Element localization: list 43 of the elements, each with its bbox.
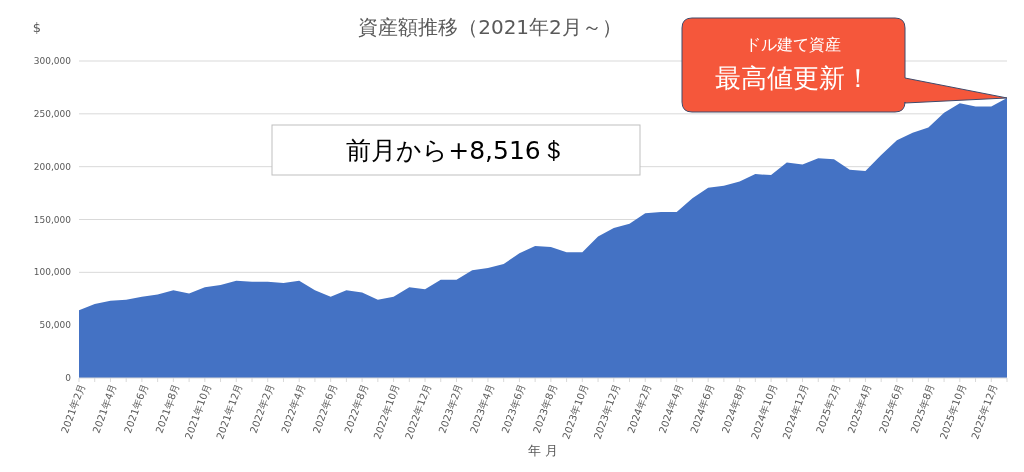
x-tick-label: 2025年12月 <box>969 382 1000 441</box>
y-axis-title: $ <box>32 20 42 35</box>
x-tick-label: 2025年8月 <box>908 382 937 435</box>
x-tick-label: 2023年4月 <box>468 382 497 435</box>
x-tick-label: 2025年4月 <box>845 382 874 435</box>
y-tick-label: 250,000 <box>33 108 72 119</box>
x-tick-label: 2025年6月 <box>877 382 906 435</box>
x-tick-label: 2024年8月 <box>719 382 748 435</box>
y-tick-label: 0 <box>65 373 72 384</box>
y-tick-label: 50,000 <box>39 320 72 331</box>
x-tick-label: 2024年6月 <box>688 382 717 435</box>
x-tick-label: 2024年10月 <box>749 382 780 441</box>
x-tick-label: 2023年6月 <box>499 382 528 435</box>
x-axis-title: 年 月 <box>527 443 559 458</box>
x-tick-label: 2022年6月 <box>310 382 339 435</box>
text: ドル建て資産 <box>745 35 841 54</box>
x-tick-label: 2025年2月 <box>814 382 843 435</box>
x-tick-label: 2021年12月 <box>214 382 245 441</box>
annotation: 前月から+8,516＄ <box>346 135 566 165</box>
x-tick-label: 2023年12月 <box>591 382 622 441</box>
chart-title: 資産額推移（2021年2月～） <box>358 15 622 39</box>
y-tick-label: 200,000 <box>33 161 72 172</box>
y-tick-label: 150,000 <box>33 214 72 225</box>
x-tick-label: 2023年2月 <box>436 382 465 435</box>
x-tick-label: 2024年12月 <box>780 382 811 441</box>
y-tick-label: 300,000 <box>33 56 72 67</box>
x-tick-label: 2022年12月 <box>402 382 434 441</box>
x-tick-label: 2022年4月 <box>279 382 308 435</box>
x-tick-label: 2022年2月 <box>247 382 276 435</box>
x-tick-label: 2025年10月 <box>937 382 968 441</box>
x-tick-label: 2022年10月 <box>371 382 402 441</box>
y-tick-label: 100,000 <box>33 267 72 278</box>
x-tick-label: 2023年10月 <box>560 382 591 441</box>
x-tick-label: 2022年8月 <box>342 382 371 435</box>
x-tick-label: 2021年8月 <box>153 382 182 435</box>
annotation: 最高値更新！ <box>715 63 871 93</box>
x-tick-label: 2024年4月 <box>656 382 685 435</box>
x-tick-label: 2023年8月 <box>530 382 560 435</box>
x-tick-label: 2021年10月 <box>182 382 213 441</box>
x-tick-label: 2021年6月 <box>122 382 151 435</box>
x-tick-label: 2021年4月 <box>90 382 119 435</box>
x-tick-label: 2024年2月 <box>625 382 654 435</box>
x-tick-label: 2021年2月 <box>59 382 88 435</box>
